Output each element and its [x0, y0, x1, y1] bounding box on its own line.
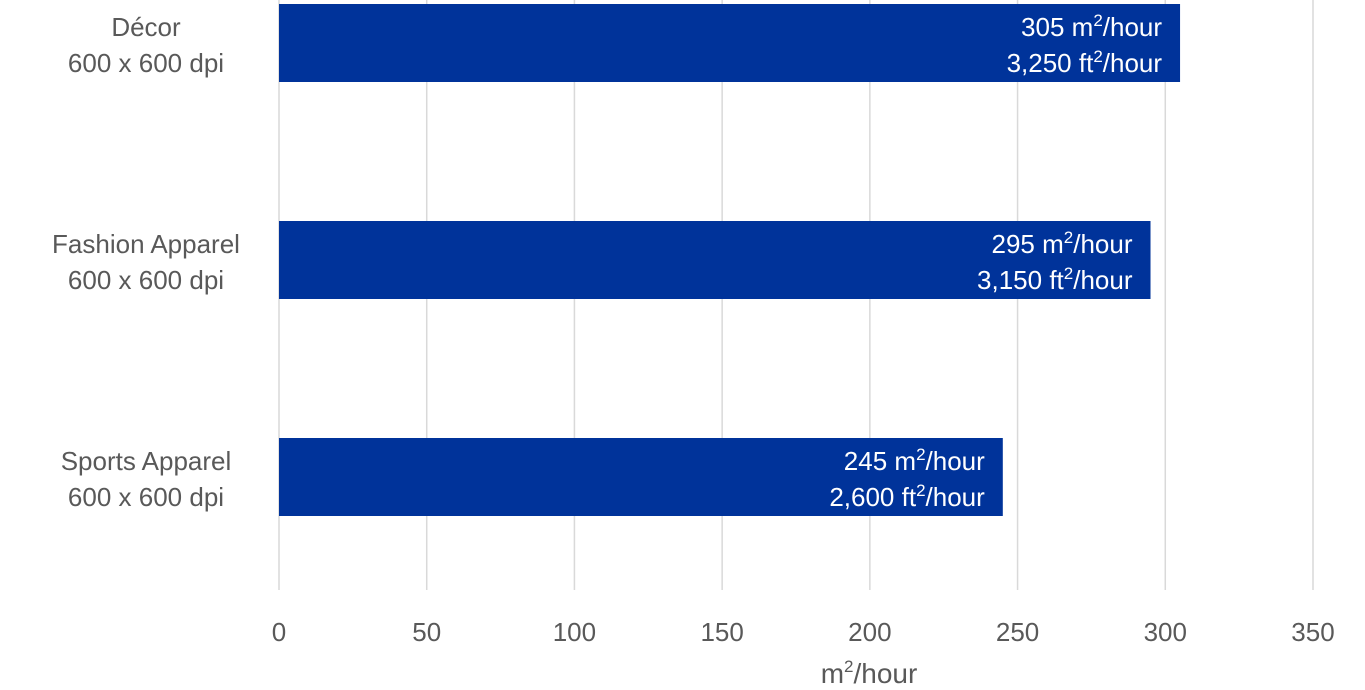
- bar-data-label-0-0: 305 m2/hour: [1021, 11, 1162, 42]
- x-tick-label-350: 350: [1291, 617, 1334, 647]
- x-tick-label-300: 300: [1144, 617, 1187, 647]
- bar-1: [279, 221, 1151, 299]
- bar-data-label-1-0: 295 m2/hour: [992, 228, 1133, 259]
- x-tick-labels: 0 50 100 150 200 250 300 350: [272, 617, 1335, 647]
- bar-data-label-1-1: 3,150 ft2/hour: [977, 264, 1133, 295]
- bar-0: [279, 4, 1181, 82]
- x-tick-label-0: 0: [272, 617, 286, 647]
- category-label-0-0: Décor: [111, 12, 181, 42]
- bar-data-label-2-1: 2,600 ft2/hour: [829, 481, 985, 512]
- category-label-2-1: 600 x 600 dpi: [68, 482, 224, 512]
- x-axis-title: m2/hour: [821, 657, 918, 689]
- x-tick-label-150: 150: [700, 617, 743, 647]
- bars: 305 m2/hour 3,250 ft2/hour 295 m2/hour 3,15…: [279, 4, 1181, 516]
- category-label-1-0: Fashion Apparel: [52, 229, 240, 259]
- x-tick-label-200: 200: [848, 617, 891, 647]
- bar-data-label-0-1: 3,250 ft2/hour: [1007, 47, 1163, 78]
- bar-2: [279, 438, 1003, 516]
- category-label-1-1: 600 x 600 dpi: [68, 265, 224, 295]
- x-tick-label-100: 100: [553, 617, 596, 647]
- category-labels: Décor 600 x 600 dpi Fashion Apparel 600 x 6…: [52, 12, 240, 512]
- x-tick-label-50: 50: [412, 617, 441, 647]
- category-label-0-1: 600 x 600 dpi: [68, 48, 224, 78]
- x-tick-label-250: 250: [996, 617, 1039, 647]
- bar-data-label-2-0: 245 m2/hour: [844, 445, 985, 476]
- category-label-2-0: Sports Apparel: [61, 446, 232, 476]
